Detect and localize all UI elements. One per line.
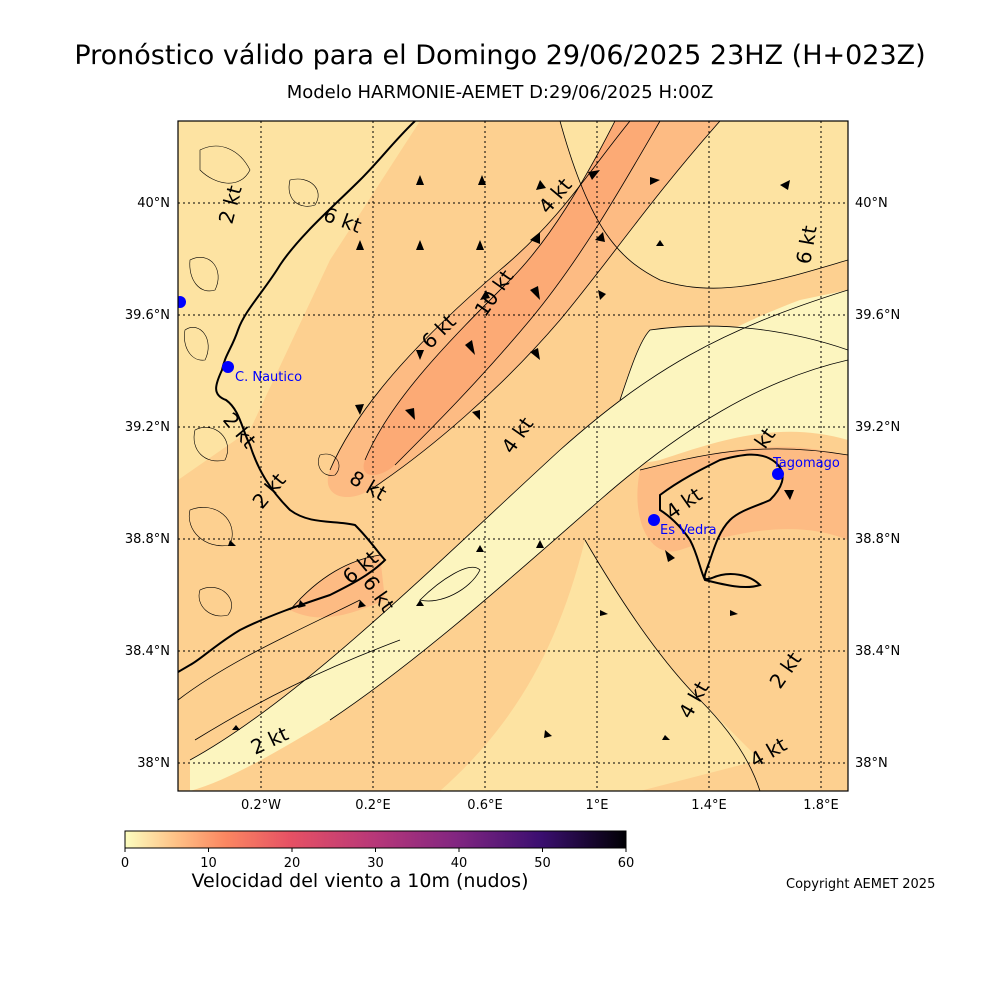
station-marker[interactable] — [222, 361, 234, 373]
band-8-core — [363, 121, 660, 476]
lat-label: 38°N — [137, 756, 170, 771]
wind-arrow — [650, 177, 660, 185]
band-2-south — [440, 540, 760, 791]
colorbar-tick: 20 — [284, 856, 301, 871]
colorbar-tick: 60 — [618, 856, 635, 871]
lon-label: 0.2°W — [241, 798, 281, 813]
wind-arrow — [228, 540, 236, 546]
wind-arrow — [536, 540, 544, 548]
lat-label: 39.2°N — [125, 420, 170, 435]
lat-label: 40°N — [855, 196, 888, 211]
colorbar-tick: 10 — [200, 856, 217, 871]
map-frame — [177, 120, 849, 792]
colorbar-ticks: 0 10 20 30 40 50 60 — [121, 848, 634, 871]
stations: C. Nautico Es Vedra Tagomago — [174, 296, 840, 538]
page-title: Pronóstico válido para el Domingo 29/06/… — [74, 40, 926, 71]
lon-label: 1°E — [586, 798, 609, 813]
lon-labels: 0.2°W 0.2°E 0.6°E 1°E 1.4°E 1.8°E — [241, 798, 839, 813]
lat-label: 39.6°N — [125, 308, 170, 323]
lat-label: 39.2°N — [855, 420, 900, 435]
wind-arrow — [600, 610, 608, 616]
wind-arrow — [784, 490, 794, 500]
colorbar-tick: 50 — [534, 856, 551, 871]
colorbar-title: Velocidad del viento a 10m (nudos) — [191, 870, 529, 892]
wind-arrow — [530, 232, 540, 244]
wind-arrow — [355, 404, 364, 415]
station-label-tagomago: Tagomago — [772, 456, 840, 471]
graticule — [178, 121, 848, 791]
colorbar — [124, 830, 627, 849]
wind-arrow — [405, 408, 415, 420]
wind-arrow — [478, 175, 486, 185]
wind-arrow — [476, 545, 484, 552]
wind-arrow — [480, 290, 490, 300]
wind-arrow — [662, 735, 670, 740]
wind-arrow — [232, 725, 240, 730]
wind-arrow — [598, 290, 606, 300]
wind-arrow — [358, 600, 366, 608]
wind-arrow — [416, 175, 424, 185]
wind-arrow — [595, 232, 605, 242]
page-subtitle: Modelo HARMONIE-AEMET D:29/06/2025 H:00Z — [286, 82, 714, 103]
wind-arrow — [476, 240, 484, 250]
wind-arrows — [228, 170, 794, 740]
wind-arrow — [544, 730, 552, 738]
station-label-c-nautico: C. Nautico — [235, 370, 302, 385]
colorbar-tick: 30 — [367, 856, 384, 871]
wind-arrow — [356, 240, 364, 250]
lat-label: 38.8°N — [125, 532, 170, 547]
lat-label: 38°N — [855, 756, 888, 771]
colorbar-tick: 0 — [121, 856, 129, 871]
wind-arrow — [465, 340, 475, 355]
wind-arrow — [530, 286, 540, 300]
lon-label: 1.4°E — [691, 798, 726, 813]
lat-label: 40°N — [137, 196, 170, 211]
band-2-inland — [178, 121, 420, 480]
copyright: Copyright AEMET 2025 — [786, 877, 936, 892]
wind-arrow — [416, 350, 424, 360]
band-0-east — [612, 326, 848, 462]
station-marker[interactable] — [648, 514, 660, 526]
wind-arrow — [780, 180, 790, 190]
wind-arrow — [472, 410, 480, 420]
wind-arrow — [730, 610, 738, 616]
wind-arrow — [298, 600, 306, 608]
wind-arrow — [536, 180, 546, 190]
wind-arrow — [665, 550, 675, 562]
wind-arrow — [530, 348, 540, 360]
station-marker[interactable] — [174, 296, 186, 308]
wind-arrow — [656, 240, 664, 246]
station-label-es-vedra: Es Vedra — [660, 523, 717, 538]
lat-label: 38.4°N — [855, 644, 900, 659]
lat-labels-right: 40°N 39.6°N 39.2°N 38.8°N 38.4°N 38°N — [855, 196, 900, 771]
lon-label: 0.6°E — [467, 798, 502, 813]
wind-arrow — [416, 600, 424, 606]
map-plot-area: 2 kt 6 kt 4 kt 10 kt 6 kt 6 kt 2 kt 8 kt… — [174, 121, 848, 791]
lat-label: 39.6°N — [855, 308, 900, 323]
lon-label: 0.2°E — [355, 798, 390, 813]
coastline-mainland — [178, 121, 416, 673]
wind-arrow — [416, 240, 424, 250]
ibiza-island — [659, 453, 784, 589]
lat-label: 38.8°N — [855, 532, 900, 547]
colorbar-tick: 40 — [451, 856, 468, 871]
lon-label: 1.8°E — [803, 798, 838, 813]
lat-labels-left: 40°N 39.6°N 39.2°N 38.8°N 38.4°N 38°N — [125, 196, 170, 771]
station-marker[interactable] — [772, 468, 784, 480]
lat-label: 38.4°N — [125, 644, 170, 659]
